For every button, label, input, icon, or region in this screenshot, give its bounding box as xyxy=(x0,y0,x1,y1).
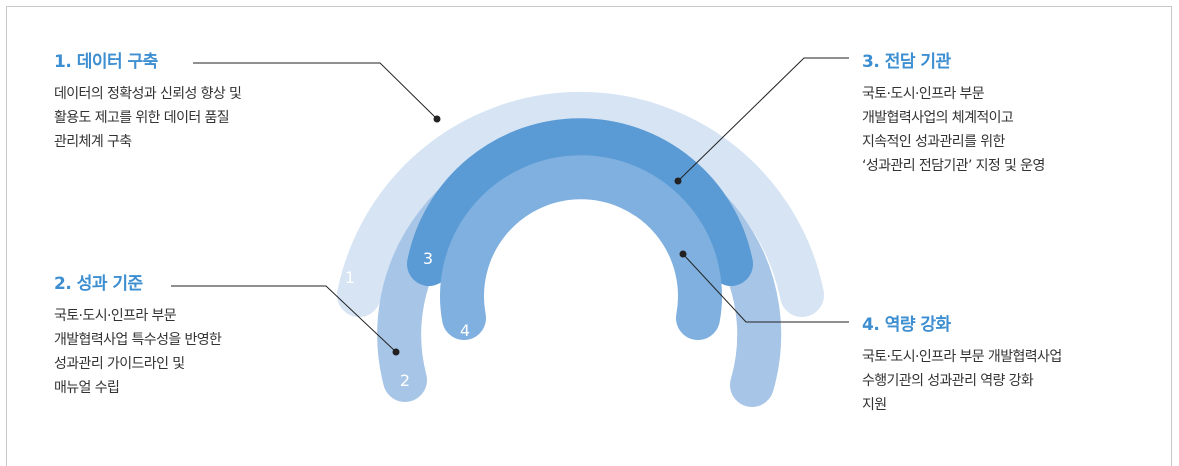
arc-number-1: 1 xyxy=(345,268,355,287)
arc-number-3: 3 xyxy=(423,249,433,268)
leader-dot-4 xyxy=(679,250,687,258)
diagram-frame xyxy=(6,6,1172,466)
arc-diagram: 1 2 3 4 xyxy=(171,57,849,407)
item-block-1: 1. 데이터 구축 데이터의 정확성과 신뢰성 향상 및 활용도 제고를 위한 … xyxy=(54,47,242,154)
arc-number-2: 2 xyxy=(400,371,410,390)
item-title-4: 4. 역량 강화 xyxy=(862,315,951,335)
item-title-2: 2. 성과 기준 xyxy=(54,274,143,294)
item-body-4: 국토·도시·인프라 부문 개발협력사업 수행기관의 성과관리 역량 강화 지원 xyxy=(862,349,1062,413)
leader-dot-2 xyxy=(392,348,400,356)
item-body-2: 국토·도시·인프라 부문 개발협력사업 특수성을 반영한 성과관리 가이드라인 … xyxy=(54,308,222,396)
item-title-1: 1. 데이터 구축 xyxy=(54,52,158,72)
arc-number-4: 4 xyxy=(460,321,470,340)
item-block-3: 3. 전담 기관 국토·도시·인프라 부문 개발협력사업의 체계적이고 지속적인… xyxy=(862,47,1045,178)
item-title-3: 3. 전담 기관 xyxy=(862,52,951,72)
item-block-2: 2. 성과 기준 국토·도시·인프라 부문 개발협력사업 특수성을 반영한 성과… xyxy=(54,269,222,400)
arc-1 xyxy=(337,91,824,317)
item-body-1: 데이터의 정확성과 신뢰성 향상 및 활용도 제고를 위한 데이터 품질 관리체… xyxy=(54,86,242,150)
arc-3 xyxy=(407,118,753,286)
item-body-3: 국토·도시·인프라 부문 개발협력사업의 체계적이고 지속적인 성과관리를 위한… xyxy=(862,86,1045,174)
leader-line-2 xyxy=(171,285,397,353)
arc-4 xyxy=(440,155,722,340)
leader-dot-3 xyxy=(674,177,682,185)
leader-line-1 xyxy=(193,62,438,120)
leader-line-4 xyxy=(682,253,849,323)
item-block-4: 4. 역량 강화 국토·도시·인프라 부문 개발협력사업 수행기관의 성과관리 … xyxy=(862,310,1062,417)
leader-dot-1 xyxy=(433,115,441,123)
leader-line-3 xyxy=(677,57,849,182)
